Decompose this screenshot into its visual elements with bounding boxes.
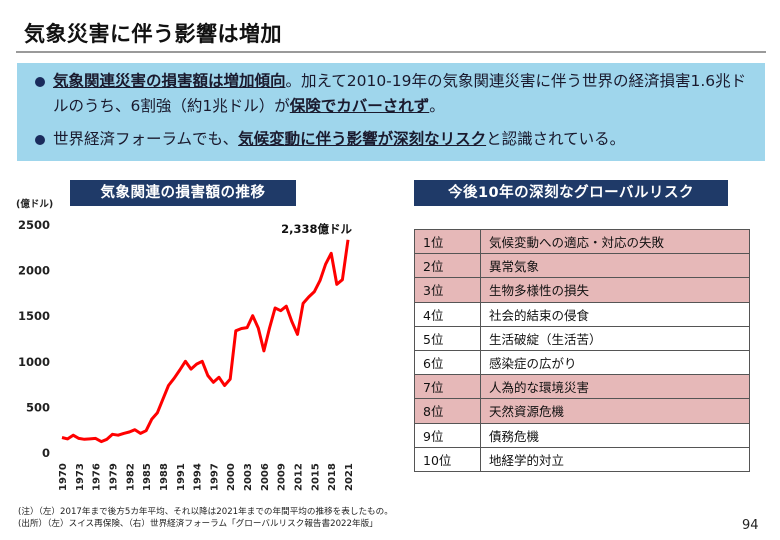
- risk-name-cell: 人為的な環境災害: [480, 374, 750, 400]
- x-tick-label: 1970: [58, 463, 69, 491]
- summary-bullet-1: 気象関連災害の損害額は増加傾向。加えて2010-19年の気象関連災害に伴う世界の…: [27, 69, 755, 119]
- x-tick-label: 2009: [277, 463, 288, 491]
- risk-panel-header: 今後10年の深刻なグローバルリスク: [414, 180, 728, 206]
- x-tick-label: 1985: [142, 463, 153, 491]
- risk-row: 10位 地経学的対立: [414, 446, 750, 472]
- risk-name-cell: 生活破綻（生活苦）: [480, 325, 750, 351]
- x-tick-label: 1988: [159, 463, 170, 491]
- risk-row: 2位 異常気象: [414, 253, 750, 279]
- risk-rank-cell: 1位: [414, 228, 481, 255]
- risk-name-cell: 異常気象: [480, 253, 750, 279]
- x-tick-label: 1991: [176, 463, 187, 491]
- emphasis-text: 保険でカバーされず: [289, 97, 430, 115]
- risk-name-cell: 気候変動への適応・対応の失敗: [480, 228, 750, 255]
- x-tick-label: 2021: [344, 463, 355, 491]
- risk-row: 6位 感染症の広がり: [414, 349, 750, 376]
- y-tick-label: 0: [42, 446, 50, 460]
- x-tick-label: 1976: [92, 463, 103, 491]
- emphasis-text: 気候変動に伴う影響が深刻なリスク: [238, 130, 487, 148]
- title-divider: [16, 51, 766, 53]
- x-tick-label: 2006: [260, 463, 271, 491]
- risk-row: 5位 生活破綻（生活苦）: [414, 325, 750, 351]
- risk-row: 4位 社会的結束の侵食: [414, 301, 750, 327]
- risk-name-cell: 生物多様性の損失: [480, 277, 750, 303]
- chart-panel-header: 気象関連の損害額の推移: [70, 180, 296, 206]
- x-tick-label: 2018: [327, 463, 338, 491]
- x-tick-label: 1997: [209, 463, 220, 491]
- risk-row: 8位 天然資源危機: [414, 398, 750, 424]
- risk-row: 1位 気候変動への適応・対応の失敗: [414, 228, 750, 255]
- risk-rank-cell: 2位: [414, 253, 481, 279]
- page-title: 気象災害に伴う影響は増加: [24, 22, 282, 46]
- x-tick-label: 1979: [108, 463, 119, 491]
- x-tick-label: 1994: [193, 463, 204, 491]
- body-text: 世界経済フォーラムでも、: [53, 130, 239, 148]
- chart-series-line: [61, 239, 350, 444]
- summary-box: 気象関連災害の損害額は増加傾向。加えて2010-19年の気象関連災害に伴う世界の…: [17, 63, 765, 161]
- y-tick-label: 2000: [18, 264, 50, 278]
- footnote-note: (注）（左）2017年まで後方5カ年平均、それ以降は2021年までの年間平均の推…: [18, 507, 393, 517]
- risk-name-cell: 天然資源危機: [480, 398, 750, 424]
- risk-rank-cell: 5位: [414, 325, 481, 351]
- risk-rank-cell: 3位: [414, 277, 481, 303]
- footnotes: (注）（左）2017年まで後方5カ年平均、それ以降は2021年までの年間平均の推…: [18, 506, 393, 530]
- x-tick-label: 1973: [75, 463, 86, 491]
- body-text: と認識されている。: [486, 130, 626, 148]
- risk-row: 9位 債務危機: [414, 422, 750, 448]
- risk-name-cell: 地経学的対立: [480, 446, 750, 472]
- chart-annotation-label: 2,338億ドル: [281, 222, 352, 236]
- risk-row: 3位 生物多様性の損失: [414, 277, 750, 303]
- damage-line-chart: 0 500 1000 1500 2000 2500 1970 1973 1976 1979 198…: [18, 218, 355, 491]
- risk-name-cell: 債務危機: [480, 422, 750, 448]
- y-tick-label: 1000: [18, 355, 50, 369]
- y-tick-label: 2500: [18, 218, 50, 232]
- body-text: 。: [429, 97, 445, 115]
- risk-rank-cell: 10位: [414, 446, 481, 472]
- footnote-source: (出所）（左）スイス再保険、（右）世界経済フォーラム「グローバルリスク報告書20…: [18, 519, 378, 529]
- x-tick-label: 2000: [226, 463, 237, 491]
- x-tick-label: 2003: [243, 463, 254, 491]
- bullet-dot-icon: [35, 135, 45, 145]
- summary-bullet-2: 世界経済フォーラムでも、気候変動に伴う影響が深刻なリスクと認識されている。: [27, 127, 755, 152]
- global-risk-table: 1位 気候変動への適応・対応の失敗 2位 異常気象 3位 生物多様性の損失 4位 社会的結束の…: [414, 228, 750, 472]
- bullet-dot-icon: [35, 77, 45, 87]
- risk-name-cell: 感染症の広がり: [480, 349, 750, 376]
- x-tick-label: 1982: [125, 463, 136, 491]
- risk-rank-cell: 8位: [414, 398, 481, 424]
- y-axis-unit-label: (億ドル): [16, 199, 54, 210]
- y-tick-label: 1500: [18, 309, 50, 323]
- risk-rank-cell: 4位: [414, 301, 481, 327]
- y-tick-label: 500: [26, 400, 50, 414]
- risk-row: 7位 人為的な環境災害: [414, 374, 750, 400]
- page-number: 94: [742, 518, 759, 533]
- risk-rank-cell: 7位: [414, 374, 481, 400]
- x-tick-label: 2012: [294, 463, 305, 491]
- body-text: 。加えて2010-19年の気象関連災害に伴う世界の経済損害1.6兆ドルのうち、6…: [53, 72, 747, 115]
- risk-rank-cell: 9位: [414, 422, 481, 448]
- risk-name-cell: 社会的結束の侵食: [480, 301, 750, 327]
- x-tick-label: 2015: [310, 463, 321, 491]
- emphasis-text: 気象関連災害の損害額は増加傾向: [53, 72, 286, 90]
- risk-rank-cell: 6位: [414, 349, 481, 376]
